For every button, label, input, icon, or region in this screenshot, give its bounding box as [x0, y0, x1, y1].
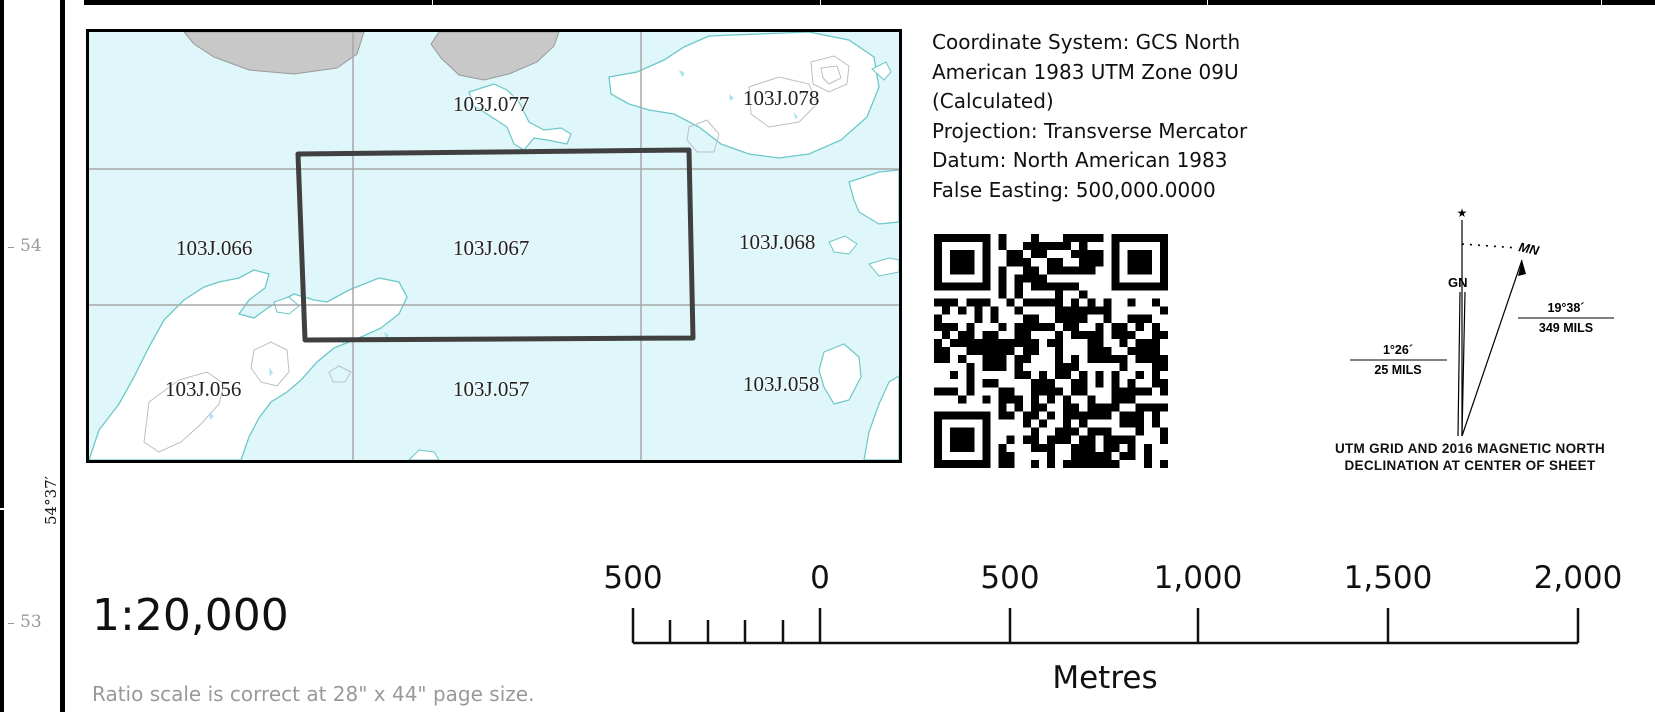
- grid-declination-angle: 1°26´: [1383, 343, 1413, 357]
- frame-top-tick: [820, 0, 821, 5]
- scale-ratio: 1:20,000: [92, 590, 289, 641]
- map-frame-neatline: [60, 0, 65, 712]
- qr-code[interactable]: [934, 234, 1168, 468]
- grid-tick: [8, 623, 14, 624]
- info-line: (Calculated): [932, 89, 1054, 113]
- latitude-label: 54°37′: [42, 475, 60, 525]
- index-tile-label: 103J.066: [176, 236, 253, 260]
- magnetic-declination-mils: 349 MILS: [1539, 321, 1593, 335]
- info-line: Projection: Transverse Mercator: [932, 118, 1248, 143]
- scale-note: Ratio scale is correct at 28" x 44" page…: [92, 682, 535, 706]
- info-line: American 1983 UTM Zone 09U: [932, 59, 1239, 84]
- index-tile-label: 103J.056: [165, 377, 242, 401]
- index-tile-label: 103J.077: [453, 92, 530, 116]
- scale-tick-label: 1,000: [1154, 560, 1243, 596]
- grid-declination-mils: 25 MILS: [1374, 363, 1421, 377]
- declination-diagram: ★ GN MN 1°26´ 25 MILS 19°38´ 349 MILS: [1350, 206, 1614, 437]
- info-line: Coordinate System: GCS North: [932, 30, 1241, 54]
- index-map: 103J.077 103J.078 103J.066 103J.067 103J…: [86, 29, 902, 463]
- declination-caption: UTM GRID AND 2016 MAGNETIC NORTH DECLINA…: [1300, 440, 1640, 474]
- coordinate-system-info: Coordinate System: GCS North American 19…: [932, 28, 1292, 205]
- index-tile-label: 103J.078: [743, 86, 820, 110]
- info-line: False Easting: 500,000.0000: [932, 177, 1216, 202]
- frame-top-tick: [1601, 0, 1602, 5]
- scale-tick-label: 1,500: [1344, 560, 1433, 596]
- true-north-star-icon: ★: [1457, 206, 1468, 220]
- magnetic-declination-angle: 19°38´: [1548, 301, 1585, 315]
- frame-latitude-notch: [0, 508, 4, 510]
- frame-top-tick: [1207, 0, 1208, 5]
- scale-unit-label: Metres: [1052, 660, 1157, 696]
- index-tile-label: 103J.058: [743, 372, 820, 396]
- grid-tick: [8, 247, 14, 248]
- index-tile-label: 103J.068: [739, 230, 816, 254]
- grid-northing-label: 53: [20, 612, 42, 632]
- index-map-graphic: [89, 32, 899, 460]
- magnetic-north-arrow-icon: [1518, 260, 1526, 276]
- scale-tick-label: 2,000: [1534, 560, 1623, 596]
- map-frame-outer-line: [0, 0, 4, 712]
- index-tile-label: 103J.057: [453, 377, 530, 401]
- magnetic-north-label: MN: [1517, 239, 1540, 258]
- map-frame-top-line: [84, 0, 1655, 5]
- scale-bar: 500 0 500 1,000 1,500 2,000 Metres: [603, 560, 1623, 696]
- frame-top-tick: [432, 0, 433, 5]
- grid-northing-label: 54: [20, 236, 42, 256]
- scale-tick-label: 500: [980, 560, 1039, 596]
- info-line: Datum: North American 1983: [932, 148, 1228, 172]
- grid-north-label: GN: [1448, 275, 1468, 290]
- scale-tick-label: 0: [810, 560, 830, 596]
- index-tile-label-current: 103J.067: [453, 236, 530, 260]
- declination-caption-line: DECLINATION AT CENTER OF SHEET: [1344, 458, 1596, 473]
- scale-tick-label: 500: [603, 560, 662, 596]
- declination-caption-line: UTM GRID AND 2016 MAGNETIC NORTH: [1334, 441, 1606, 456]
